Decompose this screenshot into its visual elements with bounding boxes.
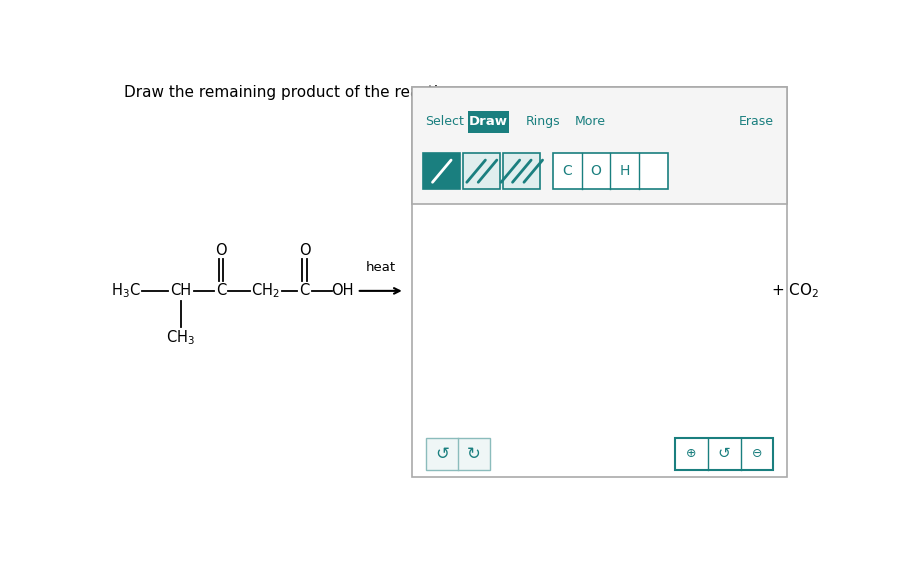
Text: Select: Select bbox=[425, 115, 464, 128]
Text: O: O bbox=[299, 244, 311, 259]
Text: ⊖: ⊖ bbox=[751, 447, 762, 460]
FancyBboxPatch shape bbox=[423, 153, 460, 189]
FancyBboxPatch shape bbox=[412, 87, 786, 477]
Text: ↻: ↻ bbox=[467, 445, 481, 463]
Text: ↺: ↺ bbox=[717, 446, 730, 461]
Text: O: O bbox=[591, 164, 601, 178]
Text: Draw the remaining product of the reaction.: Draw the remaining product of the reacti… bbox=[124, 85, 462, 100]
Text: Erase: Erase bbox=[739, 115, 774, 128]
FancyBboxPatch shape bbox=[463, 153, 501, 189]
Text: ↺: ↺ bbox=[435, 445, 449, 463]
Text: C: C bbox=[300, 283, 310, 298]
FancyBboxPatch shape bbox=[553, 153, 668, 189]
Text: H$_3$C: H$_3$C bbox=[111, 282, 140, 300]
Text: heat: heat bbox=[366, 262, 396, 274]
FancyBboxPatch shape bbox=[467, 111, 509, 132]
Text: + CO$_2$: + CO$_2$ bbox=[771, 282, 819, 300]
Text: C: C bbox=[562, 164, 573, 178]
Text: O: O bbox=[215, 244, 227, 259]
FancyBboxPatch shape bbox=[676, 438, 773, 469]
Text: CH$_3$: CH$_3$ bbox=[167, 328, 195, 347]
FancyBboxPatch shape bbox=[503, 153, 540, 189]
Text: OH: OH bbox=[331, 283, 354, 298]
Text: More: More bbox=[574, 115, 606, 128]
Text: CH: CH bbox=[171, 283, 192, 298]
Text: C: C bbox=[216, 283, 226, 298]
Text: ⊕: ⊕ bbox=[686, 447, 696, 460]
Text: Draw: Draw bbox=[468, 115, 508, 128]
Text: Rings: Rings bbox=[526, 115, 561, 128]
Text: CH$_2$: CH$_2$ bbox=[251, 282, 279, 300]
FancyBboxPatch shape bbox=[412, 87, 786, 204]
FancyBboxPatch shape bbox=[426, 438, 491, 469]
Text: H: H bbox=[620, 164, 630, 178]
